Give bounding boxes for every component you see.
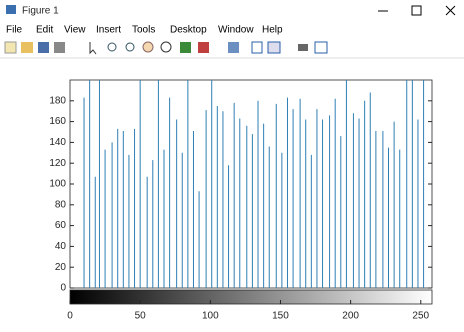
tool-icon[interactable] (298, 44, 308, 51)
tool-icon[interactable] (180, 42, 191, 53)
menu-item[interactable]: Help (262, 25, 283, 36)
tool-icon[interactable] (251, 41, 263, 54)
tool-icon[interactable] (228, 42, 239, 53)
x-tick-label: 150 (272, 311, 289, 322)
axes-box (69, 79, 433, 289)
menu-item[interactable]: Tools (132, 25, 155, 36)
y-tick-label: 140 (49, 137, 66, 148)
tool-icon[interactable] (107, 42, 117, 52)
y-tick-label: 60 (55, 220, 67, 231)
close-button[interactable] (445, 5, 456, 16)
y-tick-label: 180 (49, 95, 66, 106)
y-tick-label: 160 (49, 116, 66, 127)
menu-item[interactable]: Edit (36, 25, 53, 36)
y-tick-label: 40 (55, 241, 67, 252)
stems (83, 80, 425, 288)
x-tick-label: 200 (342, 311, 359, 322)
y-tick-label: 100 (49, 179, 66, 190)
x-tick-label: 0 (67, 311, 73, 322)
toolbar (4, 41, 328, 55)
tool-icon[interactable] (4, 41, 17, 54)
y-tick-label: 120 (49, 158, 66, 169)
title-bar (0, 0, 464, 20)
menu-item[interactable]: Insert (96, 25, 121, 36)
menu-bar: File Edit View Insert Tools Desktop Window Help (6, 25, 283, 36)
tool-icon[interactable] (160, 41, 172, 53)
y-tick-label: 80 (55, 199, 67, 210)
x-tick-label: 250 (412, 311, 429, 322)
y-tick-label: 0 (60, 283, 66, 294)
x-tick-label: 100 (202, 311, 219, 322)
tool-icon[interactable] (198, 42, 209, 53)
maximize-button[interactable] (411, 5, 422, 16)
x-tick-label: 50 (135, 311, 147, 322)
menu-item[interactable]: File (6, 25, 23, 36)
colorbar (69, 289, 433, 305)
tool-icon[interactable] (314, 41, 328, 54)
tool-icon[interactable] (21, 42, 33, 53)
tool-icon[interactable] (54, 42, 65, 53)
tool-icon[interactable] (125, 42, 135, 52)
tool-icon[interactable] (89, 42, 97, 55)
tool-icon[interactable] (267, 41, 281, 54)
y-tick-label: 20 (55, 262, 67, 273)
app-icon (6, 5, 16, 14)
tool-icon[interactable] (38, 42, 49, 53)
menu-item[interactable]: View (64, 25, 86, 36)
menu-item[interactable]: Desktop (170, 25, 207, 36)
menu-item[interactable]: Window (218, 25, 254, 36)
tool-icon[interactable] (142, 41, 154, 53)
window-title: Figure 1 (22, 6, 59, 17)
